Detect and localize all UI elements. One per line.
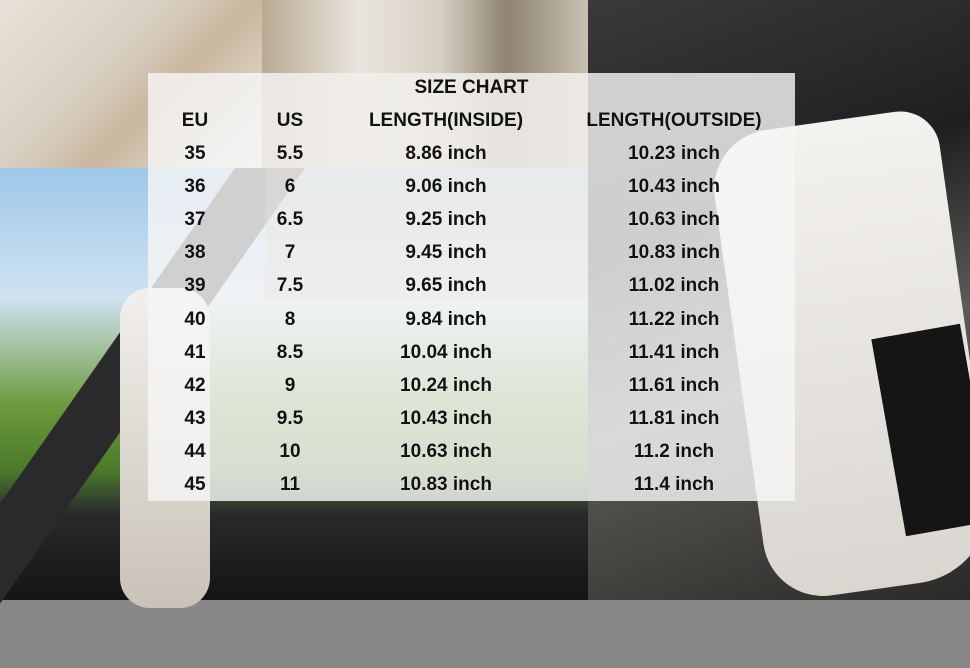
cell-eu: 41 <box>184 341 206 363</box>
cell-length-outside: 10.43 inch <box>628 176 720 198</box>
cell-us: 10 <box>279 440 301 462</box>
size-chart-panel <box>148 73 795 501</box>
cell-length-outside: 11.41 inch <box>628 341 720 363</box>
cell-us: 9 <box>284 374 296 396</box>
cell-length-outside: 11.22 inch <box>628 308 720 330</box>
header-us: US <box>276 110 304 131</box>
cell-length-inside: 10.04 inch <box>400 341 492 363</box>
header-length-outside: LENGTH(OUTSIDE) <box>586 110 762 131</box>
cell-us: 8.5 <box>276 341 304 363</box>
cell-us: 11 <box>279 474 301 495</box>
cell-length-outside: 11.4 inch <box>633 474 715 495</box>
cell-us: 8 <box>284 308 296 330</box>
cell-eu: 40 <box>184 308 206 330</box>
cell-length-outside: 10.63 inch <box>628 209 720 231</box>
cell-length-inside: 10.83 inch <box>400 474 492 495</box>
cell-us: 6 <box>284 176 296 198</box>
cell-eu: 38 <box>184 242 206 264</box>
cell-length-outside: 11.61 inch <box>628 374 720 396</box>
cell-length-inside: 10.63 inch <box>400 440 492 462</box>
cell-us: 9.5 <box>276 407 304 429</box>
cell-length-inside: 9.65 inch <box>405 275 487 297</box>
cell-length-outside: 11.2 inch <box>633 440 715 462</box>
header-eu: EU <box>181 110 209 131</box>
cell-length-outside: 10.23 inch <box>628 143 720 164</box>
cell-length-outside: 11.81 inch <box>628 407 720 429</box>
cell-eu: 44 <box>184 440 206 462</box>
cell-length-inside: 9.06 inch <box>405 176 487 198</box>
cell-eu: 45 <box>184 474 206 495</box>
header-length-inside: LENGTH(INSIDE) <box>368 110 524 131</box>
cell-us: 7 <box>284 242 296 264</box>
cell-length-outside: 10.83 inch <box>628 242 720 264</box>
cell-us: 5.5 <box>276 143 304 164</box>
cell-length-inside: 8.86 inch <box>405 143 487 164</box>
cell-length-outside: 11.02 inch <box>628 275 720 297</box>
cell-us: 7.5 <box>276 275 304 297</box>
cell-eu: 39 <box>184 275 206 297</box>
cell-length-inside: 9.84 inch <box>405 308 487 330</box>
cell-eu: 42 <box>184 374 206 396</box>
cell-length-inside: 10.24 inch <box>400 374 492 396</box>
cell-length-inside: 10.43 inch <box>400 407 492 429</box>
cell-eu: 43 <box>184 407 206 429</box>
cell-eu: 35 <box>184 143 206 164</box>
cell-length-inside: 9.45 inch <box>405 242 487 264</box>
cell-eu: 36 <box>184 176 206 198</box>
cell-eu: 37 <box>184 209 206 231</box>
cell-us: 6.5 <box>276 209 304 231</box>
size-chart-title: SIZE CHART <box>414 77 529 98</box>
cell-length-inside: 9.25 inch <box>405 209 487 231</box>
